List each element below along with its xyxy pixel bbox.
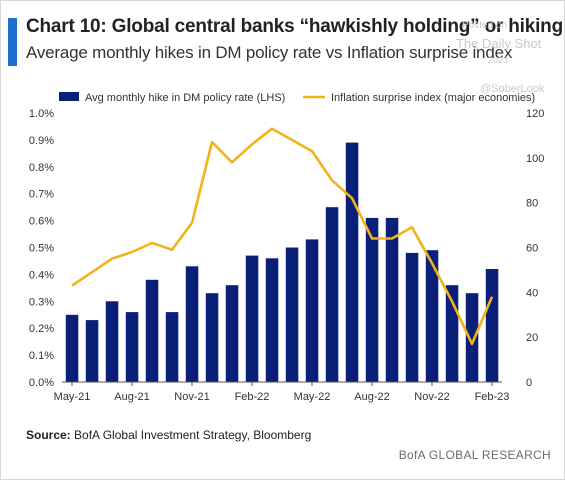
bar-10 [265,258,279,382]
inflation-surprise-line [71,127,494,346]
left-tick-label: 0.3% [29,296,54,308]
chart-title: Chart 10: Global central banks “hawkishl… [26,16,563,37]
left-tick-label: 0.5% [29,243,54,255]
bar-12 [305,239,319,382]
bar-11 [285,247,299,382]
left-tick-label: 0.9% [29,135,54,147]
bar-13 [325,207,339,382]
watermark-year: 2023 [488,55,509,65]
left-tick-label: 0.4% [29,269,54,281]
x-tick-label: May-21 [54,391,91,403]
bar-7 [205,293,219,382]
left-tick-label: 0.6% [29,216,54,228]
right-tick-label: 20 [526,332,538,344]
x-tick-label: Feb-23 [475,391,510,403]
source-text: BofA Global Investment Strategy, Bloombe… [74,428,312,442]
x-tick-label: Aug-21 [114,391,149,403]
bar-1 [85,320,99,382]
right-tick-label: 40 [526,287,538,299]
left-tick-label: 0.0% [29,377,54,389]
bar-18 [425,250,439,382]
bar-0 [65,314,79,383]
legend: Avg monthly hike in DM policy rate (LHS)… [59,92,535,104]
x-tick-label: Aug-22 [354,391,389,403]
left-tick-label: 0.1% [29,350,54,362]
bar-15 [365,217,379,382]
bar-5 [165,312,179,382]
right-tick-label: 120 [526,108,544,120]
watermark-posted: Posted on [462,20,508,31]
bar-3 [125,312,139,382]
left-tick-label: 0.7% [29,189,54,201]
legend-swatch-bars [59,92,79,101]
legend-label-bars: Avg monthly hike in DM policy rate (LHS) [85,92,285,104]
watermark-handle: @SoberLook [480,83,545,95]
watermark-site: The Daily Shot [456,36,542,51]
x-tick-label: Nov-22 [414,391,449,403]
chart-subtitle: Average monthly hikes in DM policy rate … [26,43,513,62]
left-tick-label: 1.0% [29,108,54,120]
line-series [71,127,494,346]
x-tick-label: Feb-22 [235,391,270,403]
bar-series [65,142,499,383]
source-label: Source: [26,428,71,442]
bar-8 [225,285,239,382]
right-tick-label: 80 [526,198,538,210]
bar-9 [245,255,259,382]
bar-21 [485,269,499,382]
source-note: Source: BofA Global Investment Strategy,… [26,428,311,442]
right-tick-label: 0 [526,377,532,389]
publisher-brand: BofA GLOBAL RESEARCH [398,448,551,462]
legend-label-line: Inflation surprise index (major economie… [331,92,535,104]
right-tick-label: 100 [526,153,544,165]
left-tick-label: 0.8% [29,162,54,174]
bar-2 [105,301,119,382]
x-tick-label: Nov-21 [174,391,209,403]
bar-16 [385,217,399,382]
title-accent-bar [8,18,17,66]
axes: 0.0% 0.1% 0.2% 0.3% 0.4% 0.5% 0.6% 0.7% 0.8% 0.9%… [29,108,544,403]
x-tick-label: May-22 [294,391,331,403]
bar-4 [145,279,159,382]
right-tick-label: 60 [526,243,538,255]
bar-6 [185,266,199,382]
bar-17 [405,252,419,382]
bar-14 [345,142,359,382]
bar-20 [465,293,479,382]
left-tick-label: 0.2% [29,323,54,335]
